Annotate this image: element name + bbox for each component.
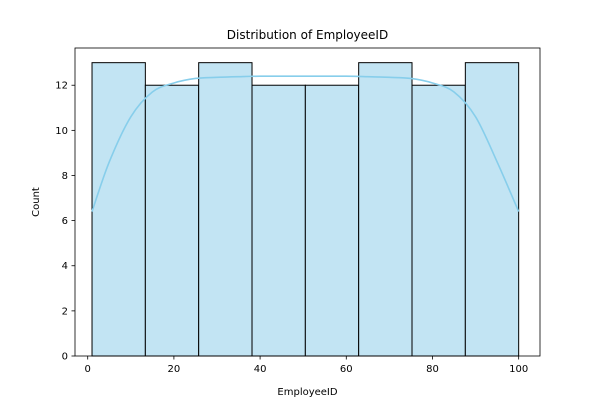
kde-curve	[91, 75, 520, 212]
histogram-bar-7	[411, 84, 466, 357]
histogram-bar-2	[144, 84, 200, 357]
chart-title: Distribution of EmployeeID	[227, 28, 388, 42]
y-tick-label: 12	[55, 81, 68, 92]
x-tick-label: 80	[426, 364, 439, 375]
histogram-bar-1	[91, 62, 146, 357]
y-axis-label: Count	[31, 187, 42, 217]
x-tick-label: 100	[509, 364, 528, 375]
y-tick-label: 4	[62, 261, 68, 272]
plot-frame	[74, 47, 541, 357]
histogram-bar-3	[198, 62, 253, 357]
x-axis-ticks: 0 20 40 60 80 100	[85, 356, 528, 375]
x-tick-label: 0	[85, 364, 91, 375]
y-axis-ticks: 0 2 4 6 8 10 12	[55, 81, 75, 363]
y-tick-label: 10	[55, 126, 68, 137]
x-tick-label: 60	[340, 364, 353, 375]
x-tick-label: 40	[254, 364, 267, 375]
histogram-bar-5	[304, 84, 360, 357]
x-axis-label: EmployeeID	[277, 387, 337, 398]
histogram-bars	[91, 62, 520, 357]
y-tick-label: 2	[62, 306, 68, 317]
histogram-bar-6	[358, 62, 413, 357]
histogram-bar-4	[251, 84, 306, 357]
histogram-bar-8	[464, 62, 520, 357]
y-tick-label: 8	[62, 171, 68, 182]
x-tick-label: 20	[168, 364, 181, 375]
y-tick-label: 6	[62, 216, 68, 227]
y-tick-label: 0	[62, 352, 68, 363]
